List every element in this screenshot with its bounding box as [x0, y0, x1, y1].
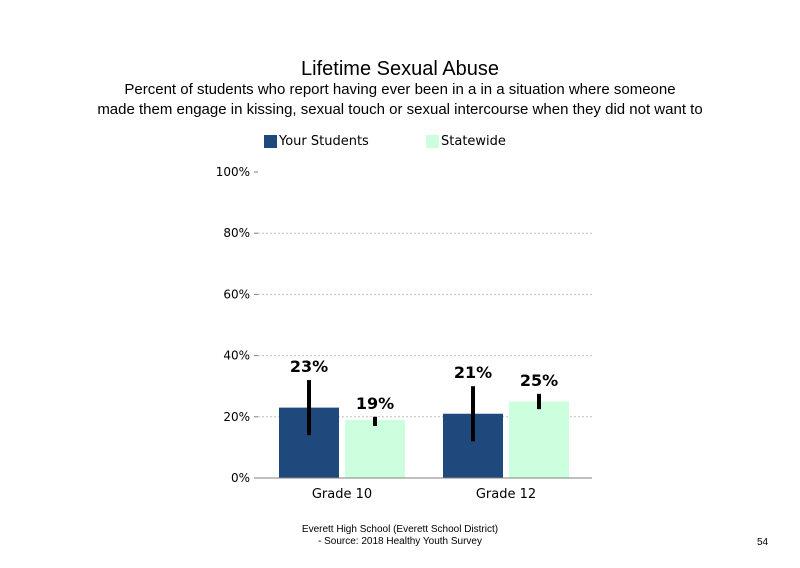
y-tick-label: 20% — [223, 410, 250, 424]
y-tick-label: 80% — [223, 226, 250, 240]
data-label: 21% — [454, 363, 492, 382]
legend-item-statewide: Statewide — [426, 134, 506, 149]
footer: Everett High School (Everett School Dist… — [0, 524, 800, 548]
y-tick-label: 60% — [223, 287, 250, 301]
chart-legend: Your Students Statewide — [0, 134, 800, 152]
footer-source: - Source: 2018 Healthy Youth Survey — [318, 536, 482, 547]
subtitle-line-1: Percent of students who report having ev… — [124, 81, 676, 98]
chart-subtitle: Percent of students who report having ev… — [40, 80, 760, 120]
legend-swatch-statewide — [426, 135, 439, 148]
x-tick-label: Grade 10 — [312, 487, 372, 502]
page-number: 54 — [757, 537, 769, 548]
bar — [509, 401, 569, 478]
chart-title: Lifetime Sexual Abuse — [301, 58, 499, 80]
data-label: 19% — [356, 394, 394, 413]
y-tick-label: 100% — [216, 165, 250, 179]
data-label: 25% — [520, 371, 558, 390]
y-tick-label: 40% — [223, 349, 250, 363]
legend-label-your-students: Your Students — [279, 134, 369, 149]
legend-label-statewide: Statewide — [441, 134, 506, 149]
bar — [345, 419, 405, 478]
subtitle-line-2: made them engage in kissing, sexual touc… — [97, 101, 703, 118]
legend-swatch-your-students — [264, 135, 277, 148]
footer-school: Everett High School (Everett School Dist… — [301, 524, 499, 535]
x-tick-label: Grade 12 — [476, 487, 536, 502]
data-label: 23% — [290, 357, 328, 376]
y-tick-label: 0% — [231, 471, 250, 485]
legend-item-your-students: Your Students — [264, 134, 369, 149]
